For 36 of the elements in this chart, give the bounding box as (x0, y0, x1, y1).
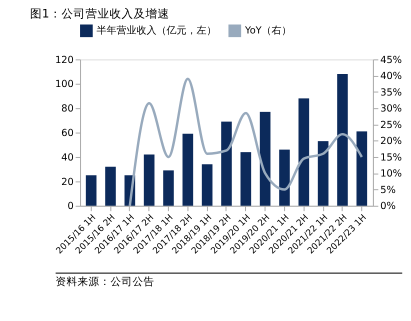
bar (221, 122, 232, 206)
bar (86, 175, 96, 206)
legend-label: 半年营业收入（亿元，左） (96, 24, 217, 37)
bar (260, 112, 270, 206)
bar (182, 134, 194, 206)
y2-tick-label: 15% (380, 152, 402, 164)
y2-tick-label: 35% (380, 87, 402, 98)
y2-tick-label: 25% (380, 120, 402, 131)
y2-tick-label: 10% (380, 168, 402, 180)
y-tick-label: 40 (61, 152, 74, 164)
text: 资料来源：公司公告 (56, 274, 155, 288)
bar (105, 166, 116, 206)
legend-label: YoY（右） (244, 26, 292, 37)
bar (163, 170, 174, 206)
chart-title: 图1：公司营业收入及增速 (30, 6, 170, 20)
y-tick-label: 120 (55, 54, 74, 66)
y2-tick-label: 45% (380, 54, 402, 66)
bar (202, 164, 212, 206)
bar (298, 98, 310, 206)
bar (240, 152, 252, 206)
y-tick-label: 20 (61, 176, 74, 188)
y-tick-label: 80 (61, 104, 74, 115)
bar (279, 150, 290, 206)
y-tick-label: 0 (67, 201, 74, 212)
bar (144, 154, 154, 206)
y2-tick-label: 40% (380, 71, 402, 82)
bar (356, 131, 368, 206)
bar (318, 141, 328, 206)
y2-tick-label: 20% (380, 136, 402, 148)
y2-tick-label: 5% (380, 184, 396, 196)
y2-tick-label: 30% (380, 104, 402, 115)
bar (337, 74, 348, 206)
y-tick-label: 60 (61, 128, 74, 139)
line-series (128, 78, 364, 208)
y-tick-label: 100 (55, 79, 74, 90)
y2-tick-label: 0% (380, 201, 396, 212)
